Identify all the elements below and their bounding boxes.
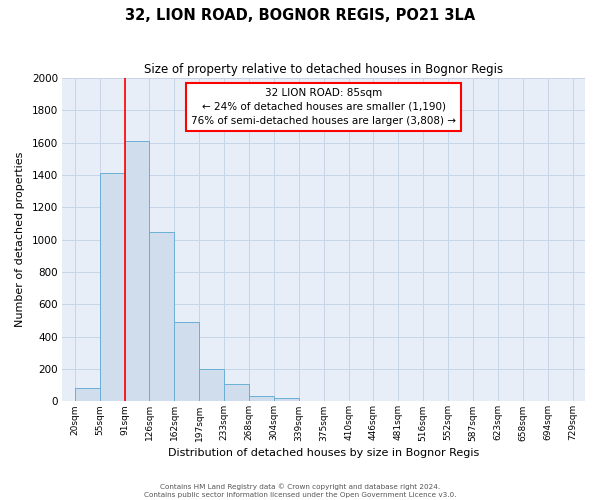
Bar <box>100 172 125 402</box>
Y-axis label: Number of detached properties: Number of detached properties <box>15 152 25 328</box>
Bar <box>125 141 149 402</box>
Text: 32 LION ROAD: 85sqm
← 24% of detached houses are smaller (1,190)
76% of semi-det: 32 LION ROAD: 85sqm ← 24% of detached ho… <box>191 88 456 126</box>
Text: 32, LION ROAD, BOGNOR REGIS, PO21 3LA: 32, LION ROAD, BOGNOR REGIS, PO21 3LA <box>125 8 475 22</box>
Bar <box>199 369 224 402</box>
Bar <box>249 396 274 402</box>
Bar <box>175 322 199 402</box>
Bar <box>149 232 175 402</box>
Bar <box>224 384 249 402</box>
Bar <box>274 398 299 402</box>
Title: Size of property relative to detached houses in Bognor Regis: Size of property relative to detached ho… <box>144 62 503 76</box>
X-axis label: Distribution of detached houses by size in Bognor Regis: Distribution of detached houses by size … <box>168 448 479 458</box>
Bar <box>75 388 100 402</box>
Text: Contains HM Land Registry data © Crown copyright and database right 2024.
Contai: Contains HM Land Registry data © Crown c… <box>144 484 456 498</box>
